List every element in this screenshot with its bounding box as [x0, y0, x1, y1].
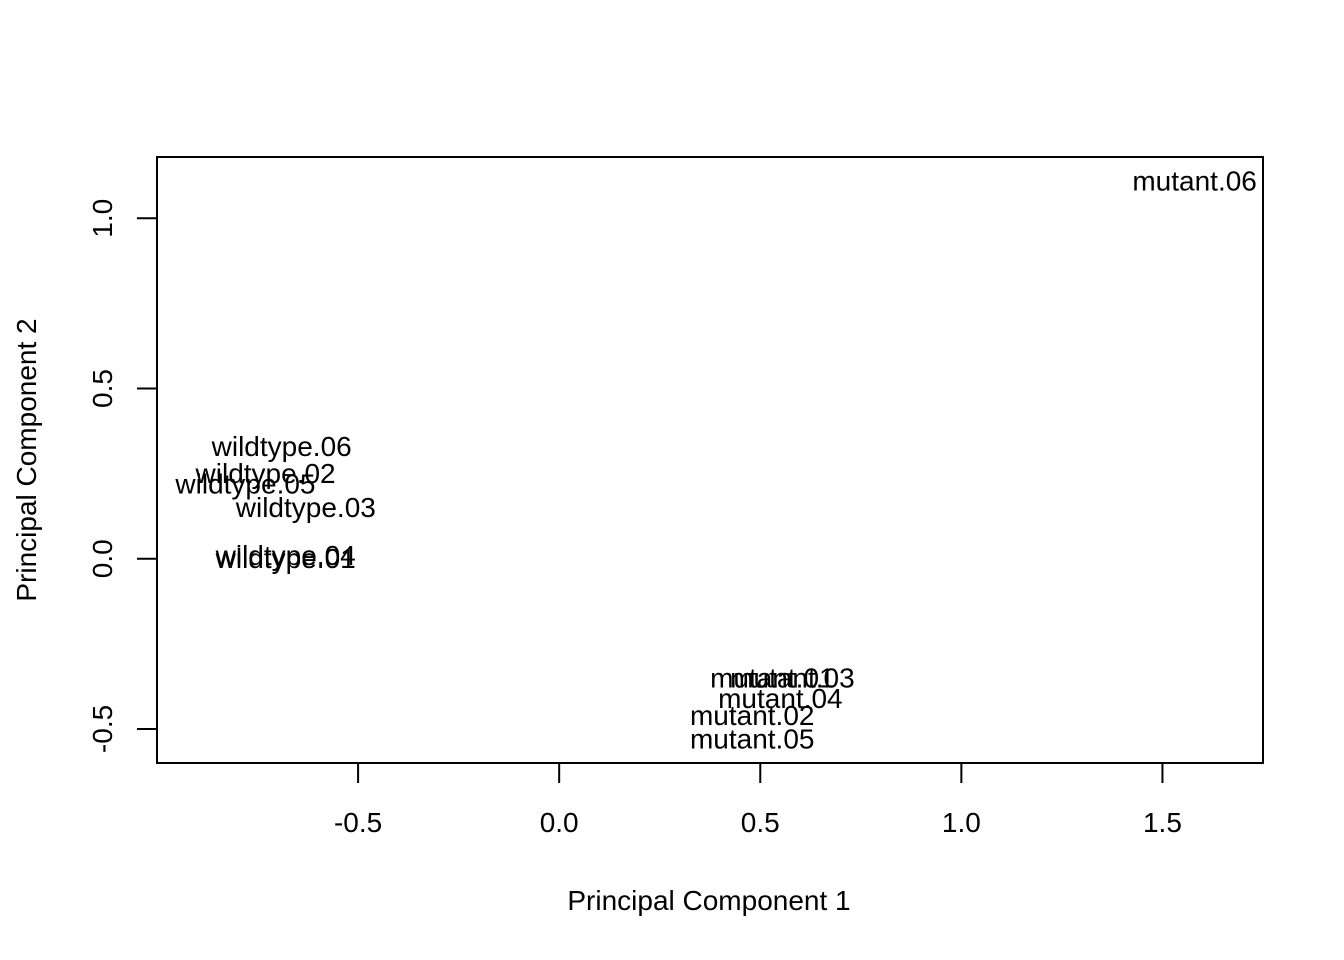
- point-label: wildtype.06: [211, 431, 352, 462]
- x-axis-title: Principal Component 1: [567, 885, 850, 916]
- point-label: mutant.06: [1132, 165, 1257, 196]
- point-label: mutant.05: [690, 724, 815, 755]
- x-tick-label: 0.0: [540, 807, 579, 838]
- y-tick-label: -0.5: [87, 705, 118, 753]
- y-tick-label: 1.0: [87, 199, 118, 238]
- point-label: mutant.02: [690, 700, 815, 731]
- point-label: wildtype.04: [215, 540, 356, 571]
- x-tick-label: -0.5: [334, 807, 382, 838]
- y-tick-label: 0.5: [87, 369, 118, 408]
- x-tick-label: 1.5: [1143, 807, 1182, 838]
- y-axis: -0.5 0.0 0.5 1.0: [87, 199, 158, 753]
- point-label: mutant.04: [718, 683, 843, 714]
- point-label: mutant.01: [710, 662, 835, 693]
- x-axis: -0.5 0.0 0.5 1.0 1.5: [334, 762, 1182, 838]
- point-label: wildtype.05: [174, 468, 315, 499]
- data-labels: wildtype.01wildtype.02wildtype.03wildtyp…: [174, 165, 1256, 754]
- point-label: wildtype.01: [215, 543, 356, 574]
- x-tick-label: 0.5: [741, 807, 780, 838]
- y-axis-title: Principal Component 2: [11, 318, 42, 601]
- x-tick-label: 1.0: [942, 807, 981, 838]
- y-tick-label: 0.0: [87, 539, 118, 578]
- point-label: wildtype.03: [235, 492, 376, 523]
- point-label: mutant.03: [730, 662, 855, 693]
- point-label: wildtype.02: [195, 458, 336, 489]
